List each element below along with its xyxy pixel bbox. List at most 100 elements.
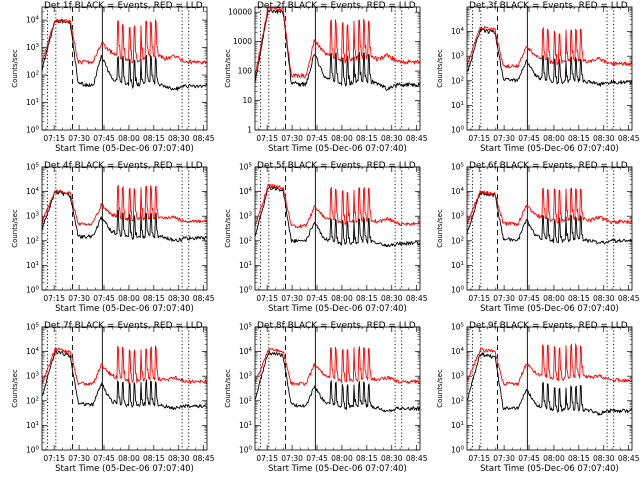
panel-title: Det 5f BLACK = Events, RED = LLD [257, 161, 416, 171]
y-tick-label: 105 [451, 323, 465, 332]
x-tick-label: 07:15 [43, 294, 65, 303]
x-tick-label: 08:45 [406, 294, 428, 303]
y-tick-label: 103 [26, 43, 40, 52]
events-series-line [41, 190, 208, 243]
detector-panel: Det 5f BLACK = Events, RED = LLD Start Ti… [224, 161, 428, 314]
x-tick-label: 07:45 [93, 134, 115, 143]
y-tick-label: 101 [451, 421, 464, 430]
y-tick-label: 100 [238, 67, 253, 76]
lld-series-line [466, 187, 633, 227]
y-tick-label: 104 [451, 347, 465, 356]
y-axis-label: Counts/sec [436, 209, 444, 248]
x-axis-label: Start Time (05-Dec-06 07:07:40) [55, 144, 194, 154]
x-tick-label: 08:15 [356, 134, 378, 143]
panel-title: Det 1f BLACK = Events, RED = LLD [44, 1, 203, 11]
lld-series-line [254, 183, 421, 229]
plot-frame [466, 166, 633, 291]
panel-title: Det 2f BLACK = Events, RED = LLD [257, 1, 416, 11]
x-tick-label: 07:15 [256, 454, 278, 463]
x-tick-label: 07:30 [493, 294, 515, 303]
y-tick-label: 103 [239, 372, 253, 381]
y-tick-label: 103 [26, 372, 40, 381]
events-series-line [254, 351, 421, 413]
plot-frame [254, 166, 421, 291]
lld-series-line [466, 343, 633, 386]
y-tick-label: 105 [26, 323, 40, 332]
events-series-line [254, 186, 421, 248]
x-axis-label: Start Time (05-Dec-06 07:07:40) [268, 464, 407, 474]
x-axis-label: Start Time (05-Dec-06 07:07:40) [480, 464, 619, 474]
x-tick-label: 08:45 [406, 454, 428, 463]
events-series-line [41, 350, 208, 411]
x-tick-label: 07:15 [468, 134, 490, 143]
detector-panel: Det 2f BLACK = Events, RED = LLD Start Ti… [224, 1, 428, 154]
x-tick-label: 07:30 [493, 454, 515, 463]
y-axis-label: Counts/sec [436, 49, 444, 88]
y-tick-label: 103 [451, 52, 465, 61]
y-tick-label: 103 [451, 212, 465, 221]
x-tick-label: 07:45 [306, 134, 328, 143]
x-tick-label: 08:30 [168, 134, 190, 143]
y-axis-label: Counts/sec [11, 49, 19, 88]
y-tick-label: 105 [451, 163, 465, 172]
y-tick-label: 102 [451, 396, 464, 405]
x-tick-label: 08:45 [193, 294, 215, 303]
x-tick-label: 08:00 [543, 294, 565, 303]
y-tick-label: 100 [451, 126, 465, 135]
y-tick-label: 100 [26, 446, 40, 455]
events-series-line [254, 9, 421, 91]
x-tick-label: 07:15 [468, 294, 490, 303]
lld-series-line [254, 346, 421, 386]
y-tick-label: 101 [451, 261, 464, 270]
x-tick-label: 07:30 [281, 294, 303, 303]
y-tick-label: 102 [26, 236, 39, 245]
detector-panel: Det 9f BLACK = Events, RED = LLD Start Ti… [436, 321, 640, 474]
y-tick-label: 101 [451, 101, 464, 110]
y-tick-label: 104 [26, 347, 40, 356]
y-tick-label: 105 [239, 163, 253, 172]
y-tick-label: 105 [239, 323, 253, 332]
y-axis-label: Counts/sec [224, 49, 232, 88]
y-tick-label: 10000 [228, 8, 252, 17]
y-tick-label: 104 [239, 187, 253, 196]
y-tick-label: 103 [26, 212, 40, 221]
x-tick-label: 08:15 [568, 294, 590, 303]
lld-series-line [466, 25, 633, 69]
plot-frame [41, 326, 208, 451]
x-axis-label: Start Time (05-Dec-06 07:07:40) [480, 304, 619, 314]
y-tick-label: 100 [239, 286, 253, 295]
plot-frame [466, 6, 633, 131]
y-axis-label: Counts/sec [224, 369, 232, 408]
detector-panel: Det 7f BLACK = Events, RED = LLD Start Ti… [11, 321, 215, 474]
x-tick-label: 08:15 [568, 134, 590, 143]
x-tick-label: 08:00 [331, 454, 353, 463]
y-tick-label: 102 [451, 76, 464, 85]
y-tick-label: 101 [26, 421, 39, 430]
x-tick-label: 08:00 [331, 134, 353, 143]
x-tick-label: 08:30 [593, 454, 615, 463]
x-tick-label: 07:15 [468, 454, 490, 463]
x-tick-label: 07:45 [93, 294, 115, 303]
lld-series-line [41, 345, 208, 386]
y-tick-label: 100 [26, 126, 40, 135]
x-tick-label: 08:45 [618, 454, 640, 463]
detector-panel: Det 6f BLACK = Events, RED = LLD Start Ti… [436, 161, 640, 314]
detector-panel: Det 4f BLACK = Events, RED = LLD Start Ti… [11, 161, 215, 314]
y-tick-label: 1 [247, 126, 252, 135]
y-tick-label: 104 [239, 347, 253, 356]
y-tick-label: 104 [451, 27, 465, 36]
y-tick-label: 101 [239, 261, 252, 270]
x-tick-label: 08:45 [618, 134, 640, 143]
plot-frame [254, 326, 421, 451]
x-tick-label: 07:30 [68, 134, 90, 143]
x-tick-label: 07:15 [43, 134, 65, 143]
y-axis-label: Counts/sec [224, 209, 232, 248]
y-tick-label: 101 [26, 98, 39, 107]
lld-series-line [41, 18, 208, 65]
panel-title: Det 8f BLACK = Events, RED = LLD [257, 321, 416, 331]
x-tick-label: 07:45 [93, 454, 115, 463]
x-tick-label: 07:30 [281, 134, 303, 143]
x-tick-label: 08:15 [568, 454, 590, 463]
x-tick-label: 08:00 [331, 294, 353, 303]
